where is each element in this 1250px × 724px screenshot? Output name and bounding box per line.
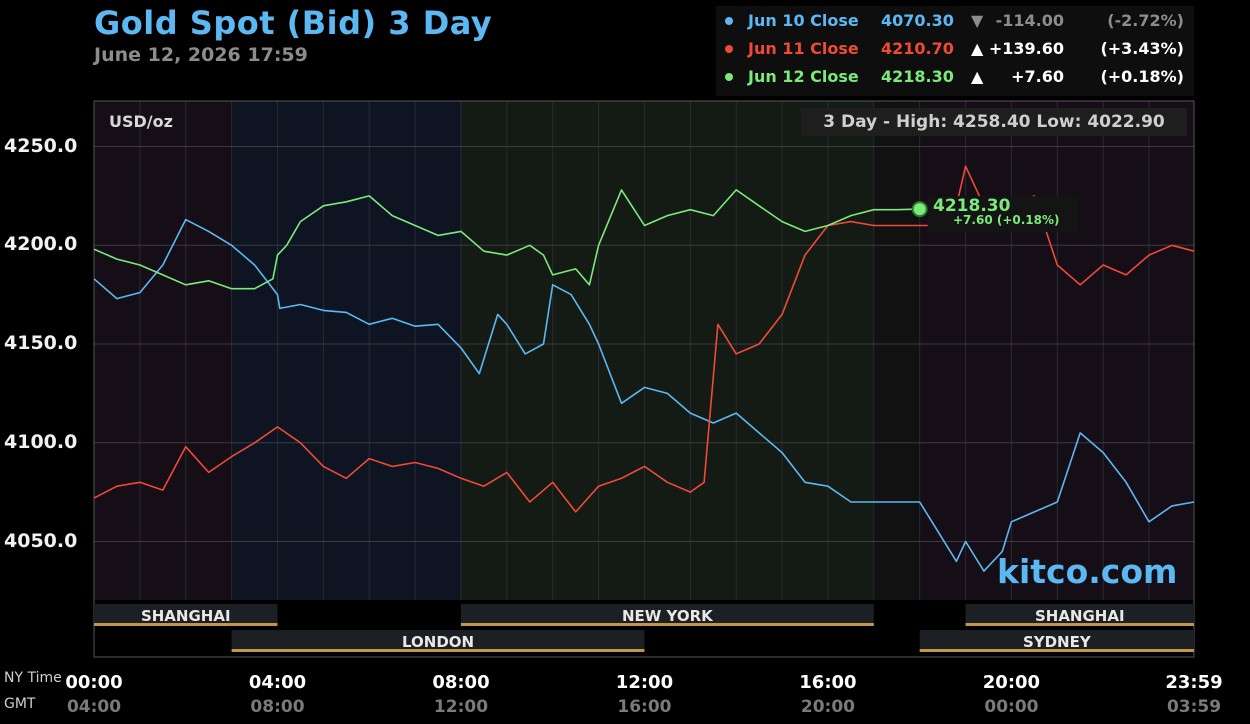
session-label-shanghai: SHANGHAI <box>140 607 231 625</box>
chart-title: Gold Spot (Bid) 3 Day <box>94 4 493 42</box>
y-tick-label: 4150.0 <box>4 332 78 354</box>
x-tick-label-gmt: 03:59 <box>1166 697 1222 717</box>
legend-label: Jun 12 Close <box>748 67 859 86</box>
legend-label: Jun 11 Close <box>748 39 859 58</box>
x-tick-label-ny: 00:00 <box>65 672 123 693</box>
gmt-label: GMT <box>4 696 36 712</box>
x-tick-label-ny: 16:00 <box>799 672 857 693</box>
legend-label: Jun 10 Close <box>748 11 859 30</box>
session-label-shanghai: SHANGHAI <box>1034 607 1125 625</box>
y-tick-label: 4250.0 <box>4 134 78 157</box>
series-line-jun-10 <box>93 218 1195 572</box>
series-line-jun-12 <box>93 189 920 290</box>
session-label-sydney: SYDNEY <box>1022 633 1091 651</box>
session-underline <box>94 623 278 626</box>
session-bar <box>460 604 874 626</box>
legend-change: +139.60 <box>988 39 1064 58</box>
x-tick-label-gmt: 12:00 <box>433 697 489 717</box>
session-underline <box>919 649 1194 652</box>
tint-new-york <box>460 101 874 600</box>
x-tick-label-gmt: 00:00 <box>984 697 1039 717</box>
legend-pct: (+0.18%) <box>1100 67 1184 86</box>
unit-label: USD/oz <box>109 112 173 131</box>
session-bar <box>231 630 645 652</box>
x-tick-label-ny: 04:00 <box>248 672 307 693</box>
current-price-marker <box>911 201 928 218</box>
current-change-label: +7.60 (+0.18%) <box>953 213 1060 227</box>
legend-arrow: ▼ <box>971 11 984 30</box>
tint-asia-early <box>94 101 232 600</box>
legend-pct: (-2.72%) <box>1107 11 1184 30</box>
session-label-london: LONDON <box>401 633 475 651</box>
legend: Jun 10 Close 4070.30 ▼ -114.00 (-2.72%) Jun 1… <box>716 6 1194 96</box>
legend-change: +7.60 <box>1011 67 1064 86</box>
legend-change: -114.00 <box>995 11 1064 30</box>
legend-value: 4070.30 <box>881 11 954 30</box>
x-tick-label-ny: 08:00 <box>432 672 490 693</box>
session-bar <box>919 630 1194 652</box>
current-price-box <box>927 196 1078 233</box>
legend-row: Jun 12 Close 4218.30 ▲ +7.60 (+0.18%) <box>716 62 1194 90</box>
brand-logo-text[interactable]: kitco.com <box>997 552 1178 591</box>
session-underline <box>231 649 645 652</box>
x-tick-label-gmt: 08:00 <box>250 697 305 717</box>
x-tick-label-ny: 20:00 <box>982 672 1041 693</box>
legend-arrow: ▲ <box>971 67 984 86</box>
y-tick-label: 4100.0 <box>4 430 78 453</box>
current-price-label: 4218.30 <box>933 196 1011 216</box>
legend-arrow: ▲ <box>971 39 984 58</box>
legend-value: 4210.70 <box>881 39 954 58</box>
session-bar <box>94 604 278 626</box>
legend-row: Jun 11 Close 4210.70 ▲ +139.60 (+3.43%) <box>716 34 1194 62</box>
session-bar <box>965 604 1194 626</box>
session-label-new-york: NEW YORK <box>621 607 713 625</box>
high-low-readout: 3 Day - High: 4258.40 Low: 4022.90 <box>801 108 1187 136</box>
legend-pct: (+3.43%) <box>1100 39 1184 58</box>
x-tick-label-ny: 23:59 <box>1165 672 1223 693</box>
x-tick-label-gmt: 20:00 <box>800 697 855 717</box>
legend-value: 4218.30 <box>881 67 954 86</box>
x-tick-label-gmt: 16:00 <box>617 697 672 717</box>
legend-dot <box>725 45 733 53</box>
y-tick-label: 4200.0 <box>4 233 78 256</box>
session-underline <box>460 623 874 626</box>
legend-dot <box>725 73 733 81</box>
y-tick-label: 4050.0 <box>4 529 78 552</box>
legend-dot <box>725 17 733 25</box>
session-underline <box>965 623 1194 626</box>
x-tick-label-gmt: 04:00 <box>66 697 122 717</box>
tint-closed <box>873 101 920 600</box>
ny-time-label: NY Time <box>4 670 62 686</box>
x-tick-label-ny: 12:00 <box>615 672 674 693</box>
legend-row: Jun 10 Close 4070.30 ▼ -114.00 (-2.72%) <box>716 6 1194 34</box>
tint-london <box>231 101 461 600</box>
plot-border <box>93 100 1195 658</box>
chart-datetime: June 12, 2026 17:59 <box>94 44 308 66</box>
